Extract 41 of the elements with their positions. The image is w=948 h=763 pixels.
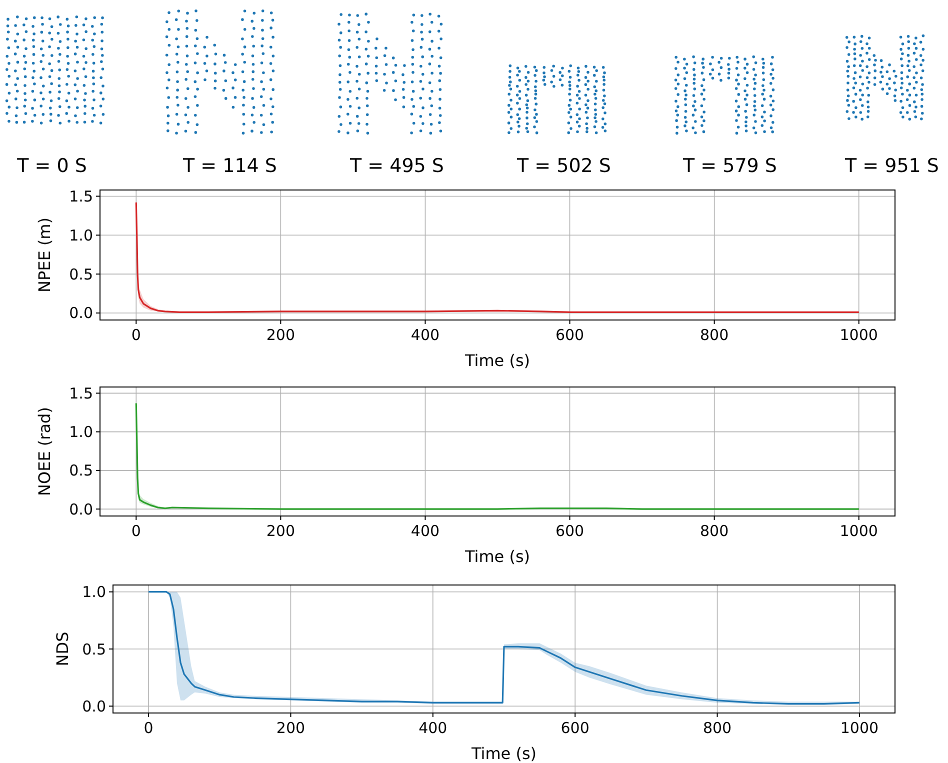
x-tick-label: 600 (555, 522, 584, 540)
y-tick-label: 0.5 (69, 462, 93, 480)
x-tick-label: 600 (555, 326, 584, 344)
y-tick-label: 0.0 (82, 697, 106, 716)
x-tick-label: 400 (418, 719, 448, 737)
x-tick-label: 600 (560, 719, 590, 737)
y-tick-label: 1.0 (82, 583, 106, 602)
x-axis-title: Time (s) (464, 547, 530, 566)
x-tick-label: 1000 (840, 326, 878, 344)
y-axis-title: NPEE (m) (35, 218, 54, 292)
y-tick-label: 0.5 (69, 265, 93, 284)
text: T = 579 S (682, 155, 777, 177)
text: T = 0 S (16, 155, 87, 177)
text: T = 502 S (516, 155, 611, 177)
y-tick-label: 0.0 (69, 304, 93, 322)
y-tick-label: 0.5 (82, 640, 106, 658)
x-tick-label: 800 (700, 522, 729, 540)
text: T = 495 S (349, 155, 444, 177)
x-tick-label: 0 (131, 326, 141, 344)
x-tick-label: 800 (700, 326, 729, 344)
x-axis-title: Time (s) (470, 744, 537, 763)
y-tick-label: 1.0 (69, 226, 93, 244)
text: T = 951 S (844, 155, 939, 177)
x-tick-label: 1000 (840, 719, 879, 737)
y-axis-title: NDS (53, 632, 72, 666)
y-axis-title: NOEE (rad) (35, 407, 54, 496)
x-tick-label: 0 (131, 522, 141, 540)
x-axis-title: Time (s) (464, 351, 530, 370)
y-tick-label: 1.5 (69, 187, 93, 206)
x-tick-label: 200 (276, 719, 306, 737)
x-tick-label: 400 (410, 522, 440, 540)
x-tick-label: 200 (266, 326, 295, 344)
x-tick-label: 1000 (840, 522, 878, 540)
text: T = 114 S (182, 155, 277, 177)
y-tick-label: 1.0 (69, 423, 93, 442)
x-tick-label: 800 (702, 719, 732, 737)
x-tick-label: 200 (266, 522, 295, 540)
y-tick-label: 1.5 (69, 384, 93, 402)
x-tick-label: 400 (410, 326, 440, 344)
x-tick-label: 0 (144, 719, 154, 737)
y-tick-label: 0.0 (69, 500, 93, 518)
